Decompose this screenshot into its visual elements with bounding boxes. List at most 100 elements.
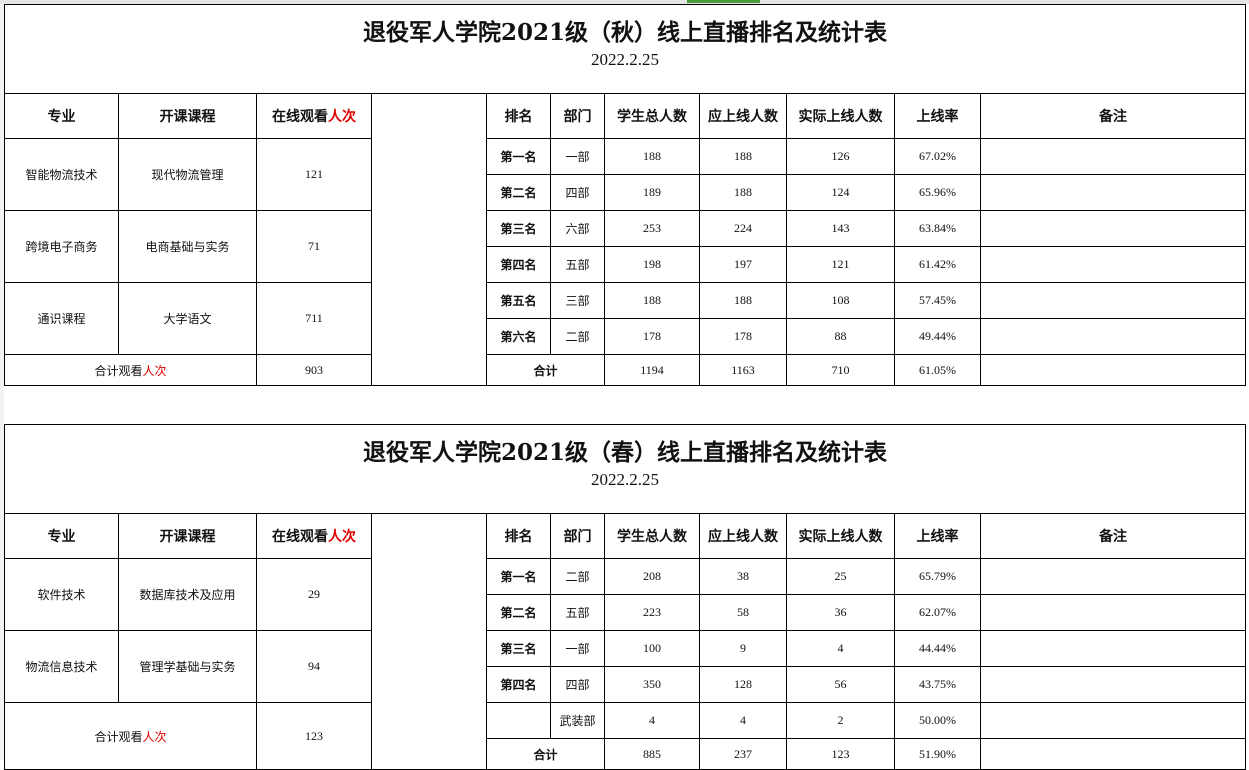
- actual-cell[interactable]: 36: [786, 594, 895, 631]
- views-cell[interactable]: 121: [256, 138, 372, 211]
- column-header[interactable]: 排名: [486, 513, 551, 559]
- rank-cell[interactable]: 第一名: [486, 558, 551, 595]
- rank-cell[interactable]: 第五名: [486, 282, 551, 319]
- table-title-cell[interactable]: 退役军人学院2021级（春）线上直播排名及统计表 2022.2.25: [3, 424, 1247, 514]
- actual-cell[interactable]: 124: [786, 174, 895, 211]
- actual-cell[interactable]: 25: [786, 558, 895, 595]
- blank-gap-cell[interactable]: [371, 93, 487, 386]
- actual-cell[interactable]: 121: [786, 246, 895, 283]
- column-header[interactable]: 实际上线人数: [786, 513, 895, 559]
- dept-cell[interactable]: 一部: [550, 630, 605, 667]
- course-total-label[interactable]: 合计观看人次: [4, 354, 257, 386]
- course-total-views[interactable]: 123: [256, 702, 372, 770]
- rate-cell[interactable]: 63.84%: [894, 210, 981, 247]
- actual-cell[interactable]: 88: [786, 318, 895, 355]
- total-actual-cell[interactable]: 123: [786, 738, 895, 770]
- total-total-cell[interactable]: 1194: [604, 354, 700, 386]
- dept-cell[interactable]: 一部: [550, 138, 605, 175]
- dept-cell[interactable]: 二部: [550, 318, 605, 355]
- rank-cell[interactable]: 第二名: [486, 594, 551, 631]
- column-header[interactable]: 排名: [486, 93, 551, 139]
- total-actual-cell[interactable]: 710: [786, 354, 895, 386]
- column-header[interactable]: 部门: [550, 93, 605, 139]
- major-cell[interactable]: 通识课程: [4, 282, 119, 355]
- expected-cell[interactable]: 188: [699, 174, 787, 211]
- actual-cell[interactable]: 126: [786, 138, 895, 175]
- total-rate-cell[interactable]: 51.90%: [894, 738, 981, 770]
- expected-cell[interactable]: 188: [699, 138, 787, 175]
- dept-cell[interactable]: 二部: [550, 558, 605, 595]
- actual-cell[interactable]: 4: [786, 630, 895, 667]
- course-total-label[interactable]: 合计观看人次: [4, 702, 257, 770]
- column-header[interactable]: 备注: [979, 513, 1247, 559]
- total-cell[interactable]: 188: [604, 138, 700, 175]
- major-cell[interactable]: 智能物流技术: [4, 138, 119, 211]
- note-cell[interactable]: [979, 246, 1247, 283]
- rank-cell[interactable]: 第三名: [486, 630, 551, 667]
- expected-cell[interactable]: 197: [699, 246, 787, 283]
- total-cell[interactable]: 223: [604, 594, 700, 631]
- total-cell[interactable]: 100: [604, 630, 700, 667]
- total-rate-cell[interactable]: 61.05%: [894, 354, 981, 386]
- note-cell[interactable]: [979, 138, 1247, 175]
- views-cell[interactable]: 71: [256, 210, 372, 283]
- actual-cell[interactable]: 108: [786, 282, 895, 319]
- column-header[interactable]: 学生总人数: [604, 93, 700, 139]
- note-cell[interactable]: [979, 318, 1247, 355]
- rate-cell[interactable]: 43.75%: [894, 666, 981, 703]
- note-cell[interactable]: [979, 702, 1247, 739]
- course-cell[interactable]: 现代物流管理: [118, 138, 257, 211]
- expected-cell[interactable]: 128: [699, 666, 787, 703]
- rate-cell[interactable]: 49.44%: [894, 318, 981, 355]
- views-cell[interactable]: 711: [256, 282, 372, 355]
- course-total-views[interactable]: 903: [256, 354, 372, 386]
- total-note-cell[interactable]: [979, 738, 1247, 770]
- rank-cell[interactable]: 第一名: [486, 138, 551, 175]
- note-cell[interactable]: [979, 666, 1247, 703]
- column-header[interactable]: 应上线人数: [699, 513, 787, 559]
- total-cell[interactable]: 188: [604, 282, 700, 319]
- rate-cell[interactable]: 50.00%: [894, 702, 981, 739]
- blank-gap-cell[interactable]: [371, 513, 487, 770]
- note-cell[interactable]: [979, 558, 1247, 595]
- course-cell[interactable]: 电商基础与实务: [118, 210, 257, 283]
- column-header[interactable]: 上线率: [894, 93, 981, 139]
- column-header[interactable]: 专业: [4, 93, 119, 139]
- column-header-views[interactable]: 在线观看人次: [256, 513, 372, 559]
- expected-cell[interactable]: 58: [699, 594, 787, 631]
- dept-cell[interactable]: 三部: [550, 282, 605, 319]
- rank-cell[interactable]: 第三名: [486, 210, 551, 247]
- column-header[interactable]: 应上线人数: [699, 93, 787, 139]
- major-cell[interactable]: 软件技术: [4, 558, 119, 631]
- course-cell[interactable]: 数据库技术及应用: [118, 558, 257, 631]
- rank-cell[interactable]: 第四名: [486, 246, 551, 283]
- views-cell[interactable]: 94: [256, 630, 372, 703]
- table-title-cell[interactable]: 退役军人学院2021级（秋）线上直播排名及统计表 2022.2.25: [3, 4, 1247, 94]
- total-cell[interactable]: 189: [604, 174, 700, 211]
- rank-cell[interactable]: 第六名: [486, 318, 551, 355]
- dept-cell[interactable]: 武装部: [550, 702, 605, 739]
- expected-cell[interactable]: 178: [699, 318, 787, 355]
- total-cell[interactable]: 208: [604, 558, 700, 595]
- rate-cell[interactable]: 65.79%: [894, 558, 981, 595]
- note-cell[interactable]: [979, 210, 1247, 247]
- total-note-cell[interactable]: [979, 354, 1247, 386]
- actual-cell[interactable]: 143: [786, 210, 895, 247]
- total-cell[interactable]: 178: [604, 318, 700, 355]
- total-expected-cell[interactable]: 1163: [699, 354, 787, 386]
- rank-cell[interactable]: 第二名: [486, 174, 551, 211]
- rate-cell[interactable]: 44.44%: [894, 630, 981, 667]
- rank-cell[interactable]: [486, 702, 551, 739]
- expected-cell[interactable]: 4: [699, 702, 787, 739]
- views-cell[interactable]: 29: [256, 558, 372, 631]
- expected-cell[interactable]: 9: [699, 630, 787, 667]
- note-cell[interactable]: [979, 594, 1247, 631]
- dept-cell[interactable]: 四部: [550, 174, 605, 211]
- note-cell[interactable]: [979, 630, 1247, 667]
- dept-cell[interactable]: 四部: [550, 666, 605, 703]
- note-cell[interactable]: [979, 282, 1247, 319]
- note-cell[interactable]: [979, 174, 1247, 211]
- dept-cell[interactable]: 五部: [550, 594, 605, 631]
- column-header[interactable]: 专业: [4, 513, 119, 559]
- rate-cell[interactable]: 65.96%: [894, 174, 981, 211]
